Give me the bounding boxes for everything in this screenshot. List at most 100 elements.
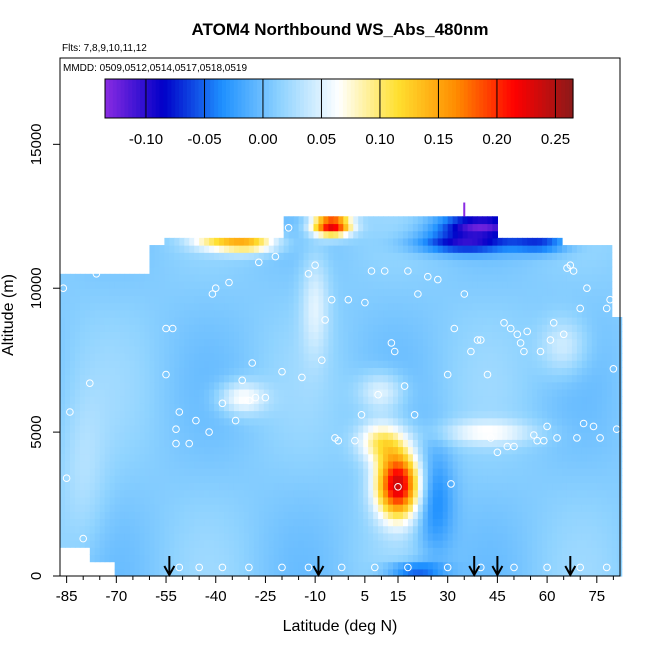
heatmap-cell [149, 345, 156, 354]
heatmap-cell [84, 410, 91, 419]
heatmap-cell [233, 374, 240, 383]
heatmap-cell [447, 489, 454, 498]
heatmap-cell [462, 403, 469, 412]
heatmap-cell [248, 460, 255, 469]
heatmap-cell [209, 511, 215, 520]
heatmap-cell [547, 324, 553, 332]
heatmap-cell [452, 468, 459, 476]
heatmap-cell [452, 547, 459, 556]
heatmap-cell [204, 288, 210, 297]
heatmap-cell [333, 532, 339, 541]
heatmap-cell [323, 561, 329, 570]
heatmap-cell [258, 295, 265, 304]
heatmap-cell [89, 331, 96, 340]
heatmap-cell [214, 367, 220, 376]
heatmap-cell [552, 568, 558, 577]
heatmap-cell [243, 288, 250, 297]
heatmap-cell [268, 468, 275, 476]
heatmap-cell [571, 417, 578, 426]
heatmap-cell [139, 281, 146, 289]
heatmap-cell [442, 230, 449, 239]
heatmap-cell [338, 568, 344, 577]
heatmap-cell [368, 453, 374, 462]
heatmap-cell [293, 532, 300, 541]
heatmap-cell [363, 468, 369, 476]
heatmap-cell [144, 388, 151, 397]
heatmap-cell [333, 309, 339, 318]
heatmap-cell [129, 374, 136, 383]
heatmap-cell [338, 324, 344, 332]
heatmap-cell [542, 453, 548, 462]
heatmap-cell [233, 410, 240, 419]
heatmap-cell [402, 367, 409, 376]
heatmap-cell [159, 367, 165, 376]
heatmap-cell [333, 295, 339, 304]
heatmap-cell [422, 453, 429, 462]
heatmap-cell [238, 252, 245, 261]
heatmap-cell [313, 281, 320, 289]
heatmap-cell [427, 511, 434, 520]
heatmap-cell [383, 424, 389, 433]
heatmap-cell [447, 266, 454, 275]
heatmap-cell [472, 525, 479, 534]
heatmap-cell [323, 540, 329, 548]
heatmap-cell [149, 554, 156, 563]
heatmap-cell [581, 403, 588, 412]
heatmap-cell [353, 504, 359, 512]
heatmap-cell [109, 396, 116, 404]
heatmap-cell [422, 396, 429, 404]
heatmap-cell [84, 468, 91, 476]
heatmap-cell [164, 511, 170, 520]
heatmap-cell [437, 511, 444, 520]
heatmap-cell [457, 540, 464, 548]
heatmap-cell [452, 446, 459, 455]
heatmap-cell [358, 245, 364, 253]
heatmap-cell [303, 475, 310, 484]
heatmap-cell [179, 360, 185, 368]
heatmap-cell [383, 547, 389, 556]
heatmap-cell [318, 281, 325, 289]
heatmap-cell [293, 338, 300, 347]
heatmap-cell [60, 302, 66, 311]
heatmap-cell [477, 360, 484, 368]
heatmap-cell [457, 288, 464, 297]
heatmap-cell [422, 410, 429, 419]
heatmap-cell [89, 309, 96, 318]
heatmap-cell [328, 504, 334, 512]
heatmap-cell [542, 525, 548, 534]
heatmap-cell [209, 367, 215, 376]
heatmap-cell [154, 518, 161, 527]
heatmap-cell [343, 245, 349, 253]
heatmap-cell [323, 281, 329, 289]
heatmap-cell [422, 360, 429, 368]
heatmap-cell [482, 288, 489, 297]
heatmap-cell [149, 453, 156, 462]
heatmap-cell [383, 345, 389, 354]
heatmap-cell [537, 410, 543, 419]
heatmap-cell [497, 460, 503, 469]
heatmap-cell [114, 417, 121, 426]
heatmap-cell [278, 317, 285, 325]
heatmap-cell [104, 475, 111, 484]
heatmap-cell [114, 352, 121, 361]
heatmap-cell [253, 482, 260, 491]
heatmap-cell [467, 432, 474, 440]
heatmap-cell [189, 518, 195, 527]
heatmap-cell [228, 288, 235, 297]
heatmap-cell [512, 432, 518, 440]
heatmap-cell [412, 295, 419, 304]
heatmap-cell [397, 245, 404, 253]
heatmap-cell [253, 540, 260, 548]
heatmap-cell [248, 381, 255, 390]
heatmap-cell [214, 460, 220, 469]
heatmap-cell [258, 532, 265, 541]
heatmap-cell [517, 266, 523, 275]
heatmap-cell [174, 518, 180, 527]
heatmap-cell [313, 216, 320, 225]
heatmap-cell [522, 439, 528, 448]
heatmap-cell [452, 223, 459, 232]
heatmap-cell [487, 475, 494, 484]
heatmap-cell [283, 295, 290, 304]
heatmap-cell [502, 281, 508, 289]
heatmap-cell [467, 439, 474, 448]
